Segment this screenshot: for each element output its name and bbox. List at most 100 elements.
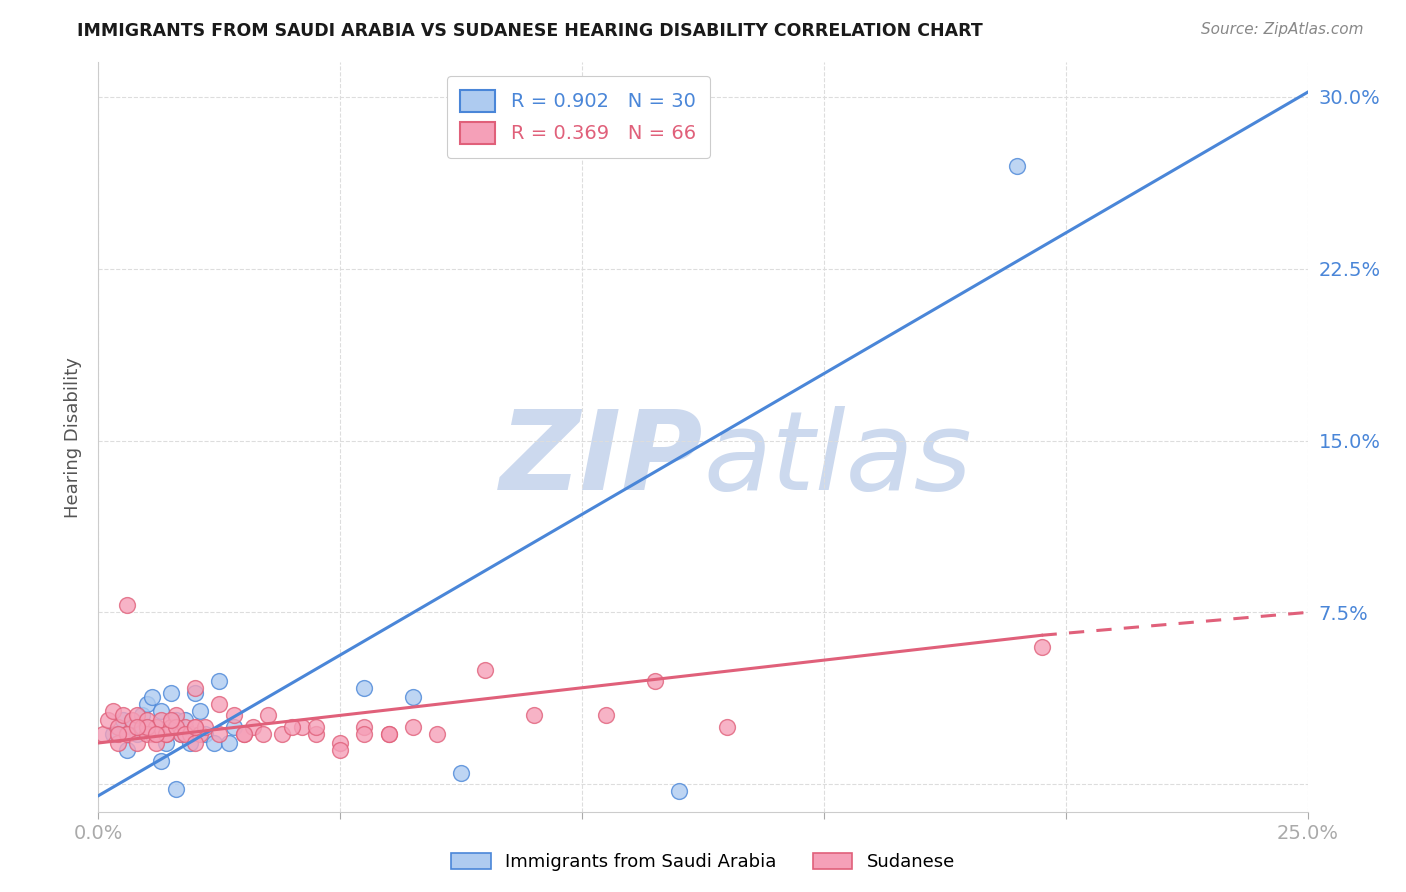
Point	[155, 736, 177, 750]
Point	[716, 720, 738, 734]
Point	[194, 727, 217, 741]
Point	[135, 720, 157, 734]
Point	[160, 685, 183, 699]
Point	[256, 708, 278, 723]
Point	[169, 727, 191, 741]
Text: atlas: atlas	[703, 406, 972, 513]
Point	[353, 727, 375, 741]
Point	[141, 690, 163, 705]
Point	[150, 754, 173, 768]
Point	[290, 720, 312, 734]
Point	[155, 727, 177, 741]
Legend: Immigrants from Saudi Arabia, Sudanese: Immigrants from Saudi Arabia, Sudanese	[444, 846, 962, 879]
Point	[305, 727, 328, 741]
Point	[188, 727, 211, 741]
Point	[353, 681, 375, 695]
Point	[329, 736, 352, 750]
Point	[160, 720, 183, 734]
Point	[174, 727, 197, 741]
Point	[242, 720, 264, 734]
Point	[402, 720, 425, 734]
Point	[127, 708, 149, 723]
Point	[127, 720, 149, 734]
Point	[131, 708, 153, 723]
Point	[135, 727, 157, 741]
Point	[305, 720, 328, 734]
Legend: R = 0.902   N = 30, R = 0.369   N = 66: R = 0.902 N = 30, R = 0.369 N = 66	[447, 76, 710, 158]
Point	[222, 708, 245, 723]
Point	[145, 727, 167, 741]
Point	[184, 720, 207, 734]
Point	[184, 681, 207, 695]
Point	[135, 697, 157, 711]
Text: Source: ZipAtlas.com: Source: ZipAtlas.com	[1201, 22, 1364, 37]
Point	[194, 720, 217, 734]
Point	[165, 720, 187, 734]
Point	[179, 727, 201, 741]
Point	[426, 727, 449, 741]
Point	[145, 736, 167, 750]
Point	[179, 736, 201, 750]
Point	[377, 727, 399, 741]
Point	[107, 727, 129, 741]
Point	[329, 743, 352, 757]
Point	[208, 727, 231, 741]
Point	[222, 720, 245, 734]
Point	[117, 599, 139, 613]
Point	[121, 720, 143, 734]
Text: IMMIGRANTS FROM SAUDI ARABIA VS SUDANESE HEARING DISABILITY CORRELATION CHART: IMMIGRANTS FROM SAUDI ARABIA VS SUDANESE…	[77, 22, 983, 40]
Point	[150, 704, 173, 718]
Point	[145, 720, 167, 734]
Point	[523, 708, 546, 723]
Point	[107, 736, 129, 750]
Point	[1031, 640, 1053, 654]
Point	[127, 727, 149, 741]
Point	[101, 727, 124, 741]
Point	[252, 727, 274, 741]
Point	[208, 674, 231, 689]
Point	[97, 713, 120, 727]
Point	[165, 713, 187, 727]
Point	[121, 713, 143, 727]
Text: ZIP: ZIP	[499, 406, 703, 513]
Point	[450, 765, 472, 780]
Point	[204, 736, 226, 750]
Point	[169, 727, 191, 741]
Point	[668, 784, 690, 798]
Point	[402, 690, 425, 705]
Point	[165, 781, 187, 796]
Point	[111, 713, 134, 727]
Point	[377, 727, 399, 741]
Point	[160, 713, 183, 727]
Point	[595, 708, 617, 723]
Point	[353, 720, 375, 734]
Point	[232, 727, 254, 741]
Point	[218, 736, 240, 750]
Point	[174, 720, 197, 734]
Point	[232, 727, 254, 741]
Point	[111, 708, 134, 723]
Point	[155, 727, 177, 741]
Y-axis label: Hearing Disability: Hearing Disability	[63, 357, 82, 517]
Point	[150, 713, 173, 727]
Point	[184, 736, 207, 750]
Point	[141, 727, 163, 741]
Point	[117, 727, 139, 741]
Point	[1007, 159, 1029, 173]
Point	[117, 727, 139, 741]
Point	[135, 713, 157, 727]
Point	[127, 736, 149, 750]
Point	[188, 704, 211, 718]
Point	[184, 720, 207, 734]
Point	[208, 697, 231, 711]
Point	[131, 720, 153, 734]
Point	[91, 727, 114, 741]
Point	[174, 713, 197, 727]
Point	[281, 720, 304, 734]
Point	[117, 743, 139, 757]
Point	[474, 663, 496, 677]
Point	[165, 708, 187, 723]
Point	[644, 674, 666, 689]
Point	[184, 685, 207, 699]
Point	[271, 727, 294, 741]
